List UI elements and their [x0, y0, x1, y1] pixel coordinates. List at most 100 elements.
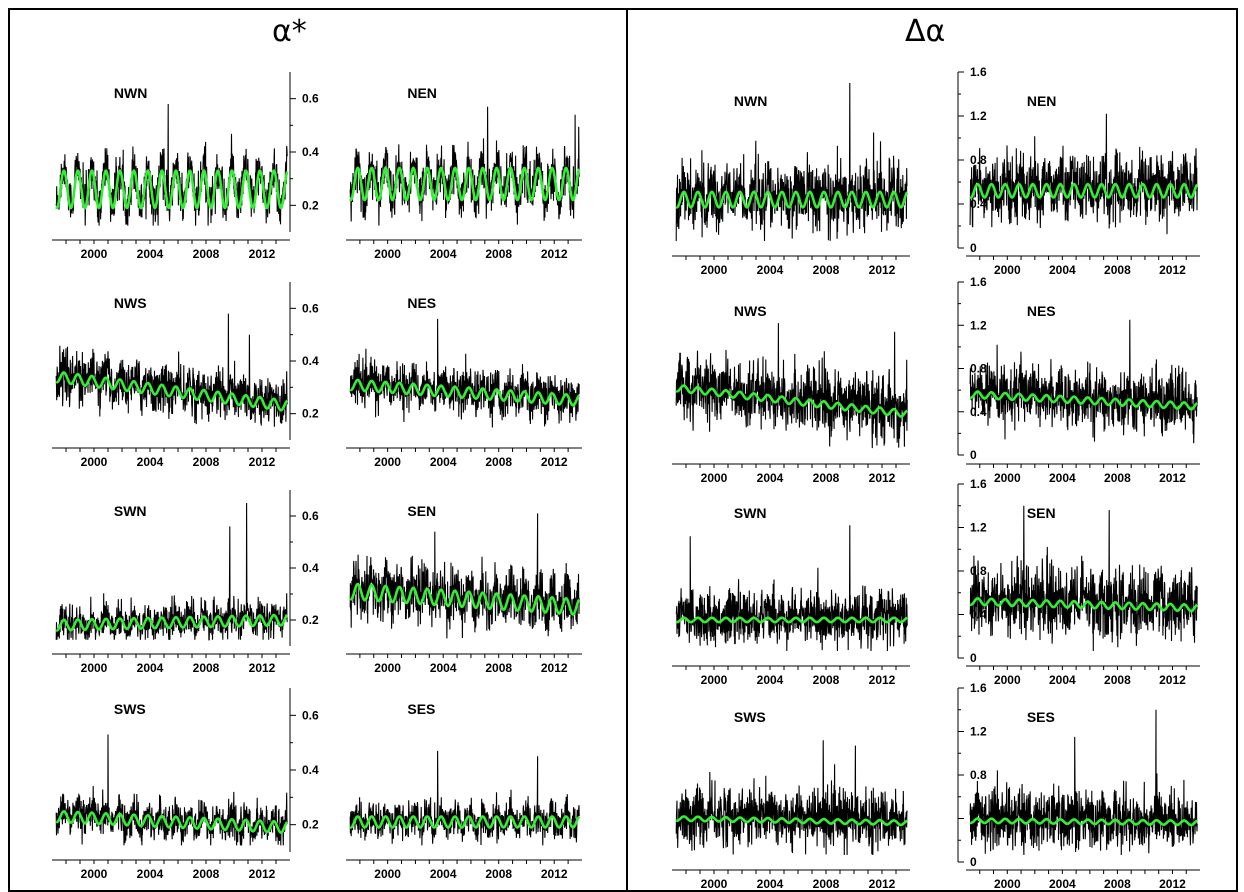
raw-series-line-sen — [969, 505, 1198, 652]
x-tick-label: 2012 — [869, 673, 896, 687]
smoothed-series-line-nws — [55, 371, 288, 412]
x-tick-label: 2012 — [249, 455, 276, 469]
raw-series-line-nws — [55, 313, 288, 427]
smoothed-series-line-nwn — [55, 169, 289, 210]
x-tick-label: 2008 — [485, 867, 512, 881]
x-tick-label: 2012 — [541, 247, 568, 261]
x-tick-label: 2004 — [1049, 673, 1076, 687]
x-tick-label: 2000 — [701, 263, 728, 277]
region-label-swn: SWN — [114, 503, 147, 519]
region-label-nes: NES — [1027, 303, 1056, 319]
y-tick-label: 1.6 — [970, 681, 987, 695]
y-tick-label: 1.6 — [970, 477, 987, 491]
smoothed-series-line-nes — [969, 390, 1198, 411]
x-tick-label: 2008 — [813, 263, 840, 277]
x-tick-label: 2012 — [249, 247, 276, 261]
smoothed-series-line-ses — [969, 817, 1198, 827]
smoothed-series-line-nen — [969, 182, 1199, 199]
y-tick-label: 1.2 — [970, 521, 987, 535]
y-tick-label: 0.4 — [302, 763, 319, 777]
smoothed-series-line-sen — [969, 597, 1198, 613]
smoothed-series-line-nwn — [675, 190, 909, 209]
x-tick-label: 2000 — [701, 673, 728, 687]
raw-series-line-ses — [969, 709, 1198, 856]
x-tick-label: 2004 — [430, 455, 457, 469]
x-tick-label: 2004 — [430, 867, 457, 881]
region-label-nen: NEN — [1027, 93, 1057, 109]
region-label-nwn: NWN — [734, 93, 767, 109]
raw-series-line-nen — [969, 113, 1198, 235]
y-tick-label: 0.4 — [302, 561, 319, 575]
raw-series-line-sen — [349, 513, 580, 639]
x-tick-label: 2004 — [137, 867, 164, 881]
x-tick-label: 2004 — [1049, 471, 1076, 485]
x-tick-label: 2012 — [249, 867, 276, 881]
y-tick-label: 1.2 — [970, 318, 987, 332]
x-tick-label: 2008 — [1104, 263, 1131, 277]
x-tick-label: 2000 — [81, 661, 108, 675]
y-tick-label: 0.2 — [302, 818, 319, 832]
x-tick-label: 2004 — [1049, 263, 1076, 277]
y-tick-label: 0 — [970, 855, 977, 869]
x-tick-label: 2012 — [541, 867, 568, 881]
x-tick-label: 2012 — [1159, 471, 1186, 485]
region-label-sws: SWS — [734, 709, 766, 725]
x-tick-label: 2004 — [757, 263, 784, 277]
y-tick-label: 1.6 — [970, 275, 987, 289]
x-tick-label: 2012 — [541, 455, 568, 469]
x-tick-label: 2000 — [701, 471, 728, 485]
x-tick-label: 2004 — [757, 673, 784, 687]
x-tick-label: 2004 — [1049, 877, 1076, 891]
smoothed-series-line-ses — [349, 815, 581, 829]
region-label-nws: NWS — [734, 303, 767, 319]
x-tick-label: 2008 — [193, 455, 220, 469]
x-tick-label: 2012 — [1159, 877, 1186, 891]
x-tick-label: 2008 — [193, 661, 220, 675]
x-tick-label: 2012 — [869, 263, 896, 277]
region-label-swn: SWN — [734, 505, 767, 521]
y-tick-label: 0.6 — [302, 509, 319, 523]
y-tick-label: 0.4 — [302, 354, 319, 368]
y-tick-label: 0.4 — [302, 145, 319, 159]
raw-series-line-nes — [349, 318, 580, 428]
x-tick-label: 2000 — [81, 247, 108, 261]
smoothed-series-line-nws — [675, 384, 908, 418]
raw-series-line-nes — [969, 319, 1198, 444]
x-tick-label: 2012 — [869, 471, 896, 485]
x-tick-label: 2004 — [757, 471, 784, 485]
raw-series-line-nen — [349, 106, 580, 226]
smoothed-series-line-sws — [55, 810, 288, 834]
y-tick-label: 0 — [970, 651, 977, 665]
region-label-nen: NEN — [407, 85, 437, 101]
x-tick-label: 2004 — [137, 247, 164, 261]
region-label-nes: NES — [407, 295, 436, 311]
x-tick-label: 2000 — [374, 455, 401, 469]
panel-title-alpha-star: α* — [272, 14, 307, 49]
smoothed-series-line-sen — [349, 582, 581, 616]
x-tick-label: 2000 — [81, 455, 108, 469]
smoothed-series-line-swn — [55, 613, 288, 632]
y-tick-label: 0.8 — [970, 362, 987, 376]
y-tick-label: 0 — [970, 241, 977, 255]
raw-series-line-nws — [675, 323, 908, 449]
x-tick-label: 2000 — [374, 867, 401, 881]
region-label-sen: SEN — [1027, 505, 1056, 521]
x-tick-label: 2008 — [485, 661, 512, 675]
region-label-sen: SEN — [407, 503, 436, 519]
raw-series-line-sws — [675, 740, 908, 856]
x-tick-label: 2008 — [813, 471, 840, 485]
x-tick-label: 2012 — [541, 661, 568, 675]
x-tick-label: 2004 — [430, 661, 457, 675]
raw-series-line-swn — [675, 525, 908, 652]
raw-series-line-nwn — [675, 82, 908, 242]
region-label-sws: SWS — [114, 701, 146, 717]
region-label-ses: SES — [1027, 709, 1055, 725]
x-tick-label: 2000 — [994, 877, 1021, 891]
x-tick-label: 2000 — [994, 673, 1021, 687]
x-tick-label: 2000 — [374, 661, 401, 675]
x-tick-label: 2000 — [994, 471, 1021, 485]
y-tick-label: 0.6 — [302, 708, 319, 722]
x-tick-label: 2004 — [757, 877, 784, 891]
y-tick-label: 0.8 — [970, 153, 987, 167]
